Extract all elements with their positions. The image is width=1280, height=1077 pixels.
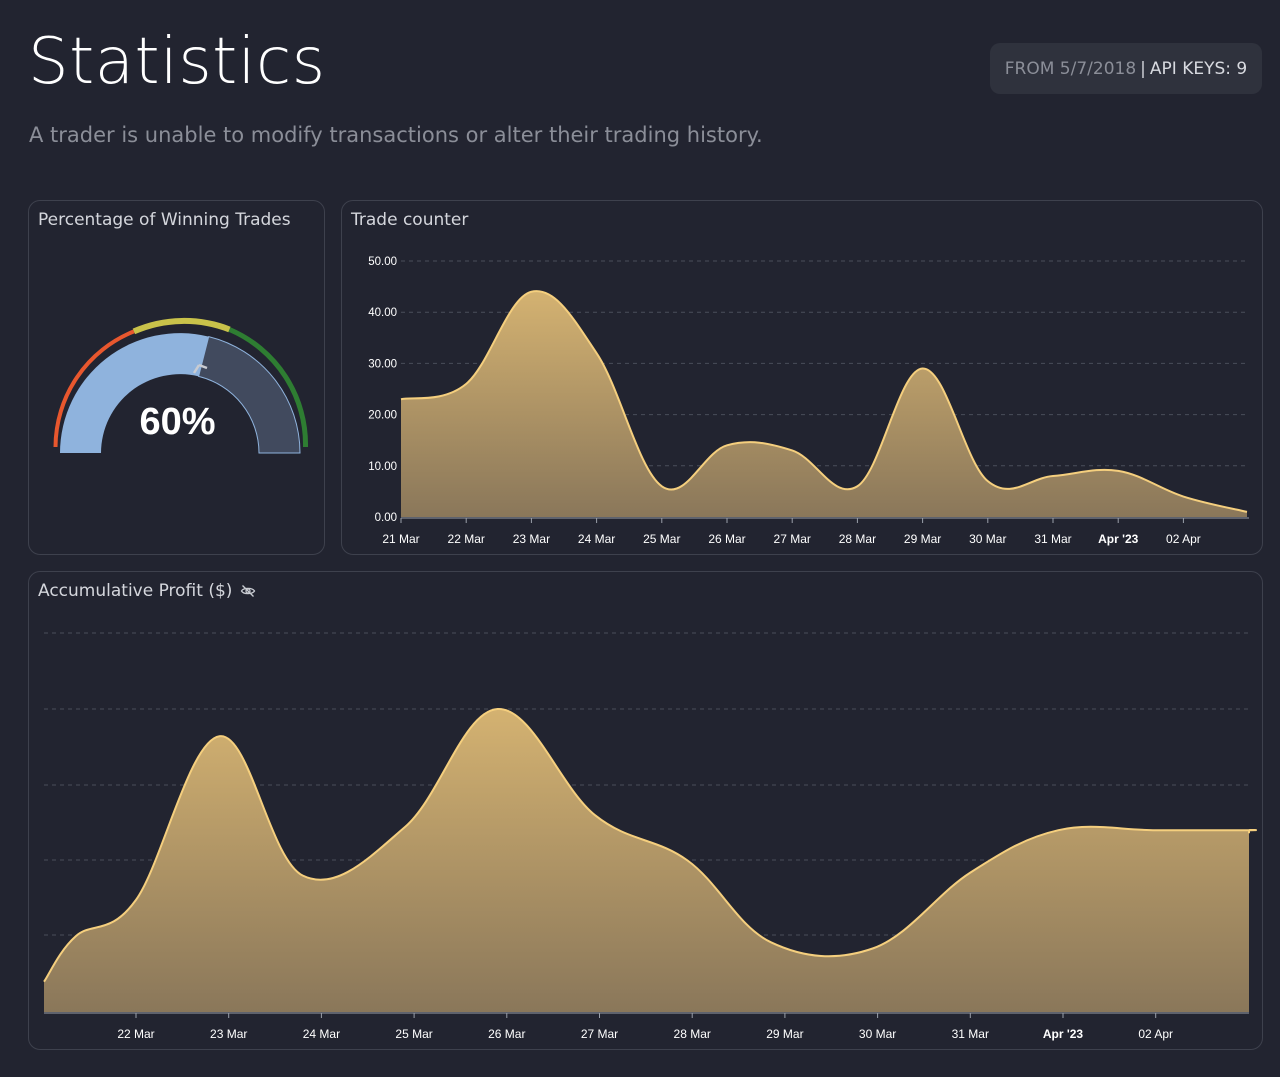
trade-data-point[interactable] [1051,474,1055,478]
x-tick-label: 21 Mar [382,532,419,546]
trade-data-point[interactable] [464,382,468,386]
x-tick-label: 02 Apr [1138,1027,1173,1041]
x-tick-label: 24 Mar [578,532,615,546]
api-keys-label: API KEYS: 9 [1149,58,1248,79]
x-tick-label: 24 Mar [303,1027,340,1041]
x-tick-label: Apr '23 [1098,532,1139,546]
trade-counter-card: Trade counter 50.00 40.00 30.00 20.00 10.00 0… [341,200,1263,555]
page-title: Statistics [28,25,326,99]
trade-data-point[interactable] [725,443,729,447]
winning-trades-gauge [53,317,309,454]
x-tick-label: 31 Mar [1034,532,1071,546]
y-tick-label: 40.00 [368,307,397,319]
gauge-fill [60,333,209,453]
gauge-ring-yellow [132,317,231,335]
x-tick-label: 26 Mar [488,1027,525,1041]
y-tick-label: 50.00 [368,256,397,268]
page-subtitle: A trader is unable to modify transaction… [29,123,763,147]
trade-counter-title: Trade counter [351,210,469,230]
trade-data-point[interactable] [790,448,794,452]
x-tick-label: Apr '23 [1043,1027,1084,1041]
winning-percentage-value: 60% [139,401,216,443]
trade-data-point[interactable] [986,479,990,483]
trade-series-line [400,290,1248,513]
x-tick-label: 31 Mar [952,1027,989,1041]
trade-data-point[interactable] [1181,495,1185,499]
y-tick-label: 10.00 [368,461,397,473]
winning-trades-title: Percentage of Winning Trades [38,210,291,230]
trade-data-point[interactable] [921,367,925,371]
trade-data-point[interactable] [595,351,599,355]
x-tick-label: 22 Mar [448,532,485,546]
x-tick-label: 02 Apr [1166,532,1201,546]
x-tick-label: 30 Mar [969,532,1006,546]
gauge-ring-red [53,329,135,448]
x-tick-label: 28 Mar [839,532,876,546]
winning-trades-card: Percentage of Winning Trades 60% [28,200,325,555]
accumulative-profit-header: Accumulative Profit ($) [38,580,256,602]
trade-data-point[interactable] [529,290,533,294]
gauge-remaining [197,335,301,454]
profit-series-line [43,707,1257,983]
accumulative-profit-title: Accumulative Profit ($) [38,581,233,601]
badge-separator: | [1140,58,1146,79]
eye-slash-icon[interactable] [240,583,256,599]
x-tick-label: 28 Mar [674,1027,711,1041]
from-date-label: FROM 5/7/2018 [1004,58,1137,79]
trade-data-point[interactable] [855,484,859,488]
gauge-needle-icon [192,363,208,374]
account-info-badge: FROM 5/7/2018 | API KEYS: 9 [990,43,1262,94]
x-tick-label: 23 Mar [210,1027,247,1041]
x-tick-label: 25 Mar [643,532,680,546]
x-tick-label: 29 Mar [904,532,941,546]
trade-data-point[interactable] [660,484,664,488]
trade-counter-chart[interactable]: 50.00 40.00 30.00 20.00 10.00 0.00 21 Mar 22 Ma… [342,201,1262,554]
x-tick-label: 30 Mar [859,1027,896,1041]
accumulative-profit-card: Accumulative Profit ($) 22 Mar 23 Mar 24 M… [28,571,1263,1050]
profit-area-fill [44,708,1256,1012]
y-tick-label: 20.00 [368,410,397,422]
x-tick-label: 27 Mar [774,532,811,546]
y-tick-label: 30.00 [368,358,397,370]
x-tick-label: 25 Mar [395,1027,432,1041]
x-tick-label: 29 Mar [766,1027,803,1041]
trade-data-point[interactable] [399,397,403,401]
y-tick-label: 0.00 [375,512,397,524]
x-tick-label: 23 Mar [513,532,550,546]
accumulative-profit-chart[interactable]: 22 Mar 23 Mar 24 Mar 25 Mar 26 Mar 27 Mar 28 M… [29,572,1262,1049]
trade-area-fill [401,291,1247,517]
x-tick-label: 22 Mar [117,1027,154,1041]
x-tick-label: 27 Mar [581,1027,618,1041]
trade-data-point[interactable] [1116,469,1120,473]
gauge-ring-green [228,327,309,448]
x-tick-label: 26 Mar [708,532,745,546]
